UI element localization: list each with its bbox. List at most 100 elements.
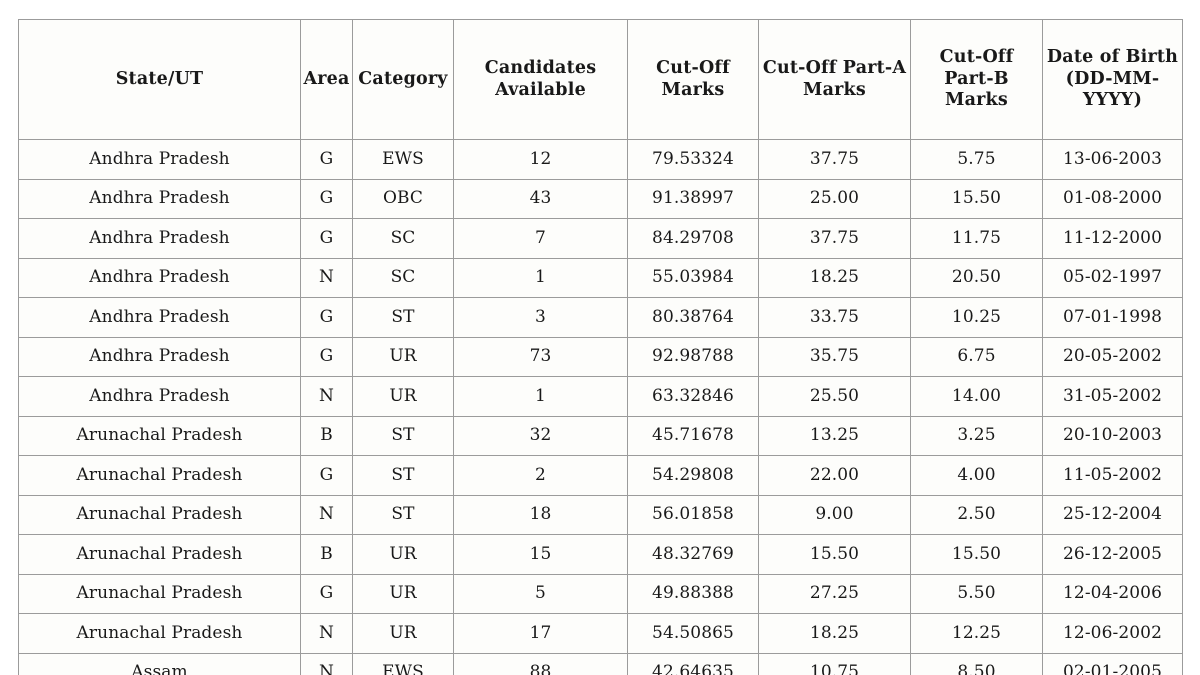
table-row[interactable]: Andhra Pradesh G OBC 43 91.38997 25.00 15.50 01… — [18, 178, 1183, 219]
cell-partb: 6.75 — [910, 336, 1043, 377]
cell-partb: 2.50 — [910, 494, 1043, 535]
cell-area: N — [300, 652, 353, 675]
column-header-cut-off-part-b-marks: Cut-Off Part-B Marks — [910, 19, 1043, 140]
cell-partb: 5.75 — [910, 139, 1043, 180]
cell-state: Andhra Pradesh — [18, 218, 301, 259]
cell-category: EWS — [352, 652, 454, 675]
table-row[interactable]: Arunachal Pradesh B ST 32 45.71678 13.25 3.25 2… — [18, 415, 1183, 456]
cell-area: B — [300, 534, 353, 575]
cell-parta: 10.75 — [758, 652, 911, 675]
cell-parta: 25.50 — [758, 376, 911, 417]
cell-category: UR — [352, 613, 454, 654]
cell-cand: 88 — [453, 652, 628, 675]
cell-dob: 13-06-2003 — [1042, 139, 1183, 180]
cell-area: B — [300, 415, 353, 456]
cell-cand: 5 — [453, 573, 628, 614]
cell-cutoff: 49.88388 — [627, 573, 759, 614]
cell-dob: 20-10-2003 — [1042, 415, 1183, 456]
cell-category: ST — [352, 415, 454, 456]
cell-state: Andhra Pradesh — [18, 257, 301, 298]
cell-parta: 18.25 — [758, 257, 911, 298]
cell-dob: 31-05-2002 — [1042, 376, 1183, 417]
table-row[interactable]: Andhra Pradesh N UR 1 63.32846 25.50 14.00 31-0… — [18, 376, 1183, 417]
table-row[interactable]: Andhra Pradesh G UR 73 92.98788 35.75 6.75 20-0… — [18, 336, 1183, 377]
table-row[interactable]: Andhra Pradesh G SC 7 84.29708 37.75 11.75 11-1… — [18, 218, 1183, 259]
cell-parta: 22.00 — [758, 455, 911, 496]
cell-dob: 01-08-2000 — [1042, 178, 1183, 219]
cell-dob: 20-05-2002 — [1042, 336, 1183, 377]
cell-category: UR — [352, 376, 454, 417]
cell-cutoff: 84.29708 — [627, 218, 759, 259]
cell-partb: 14.00 — [910, 376, 1043, 417]
cell-cutoff: 56.01858 — [627, 494, 759, 535]
cell-parta: 35.75 — [758, 336, 911, 377]
table-row[interactable]: Arunachal Pradesh B UR 15 48.32769 15.50 15.50… — [18, 534, 1183, 575]
cell-state: Andhra Pradesh — [18, 376, 301, 417]
cell-cand: 15 — [453, 534, 628, 575]
table-row[interactable]: Arunachal Pradesh G ST 2 54.29808 22.00 4.00 11… — [18, 455, 1183, 496]
cell-area: G — [300, 178, 353, 219]
cell-cand: 73 — [453, 336, 628, 377]
cell-parta: 9.00 — [758, 494, 911, 535]
cell-area: G — [300, 336, 353, 377]
cell-cand: 32 — [453, 415, 628, 456]
cell-dob: 05-02-1997 — [1042, 257, 1183, 298]
table-row[interactable]: Arunachal Pradesh N UR 17 54.50865 18.25 12.25… — [18, 613, 1183, 654]
cell-state: Arunachal Pradesh — [18, 494, 301, 535]
cell-cutoff: 54.50865 — [627, 613, 759, 654]
cell-cand: 18 — [453, 494, 628, 535]
cell-cand: 17 — [453, 613, 628, 654]
cell-dob: 11-05-2002 — [1042, 455, 1183, 496]
column-header-state: State/UT — [18, 19, 301, 140]
cell-parta: 25.00 — [758, 178, 911, 219]
cell-partb: 3.25 — [910, 415, 1043, 456]
cell-state: Arunachal Pradesh — [18, 455, 301, 496]
cell-dob: 07-01-1998 — [1042, 297, 1183, 338]
cell-category: UR — [352, 336, 454, 377]
column-header-candidates-available: Candidates Available — [453, 19, 628, 140]
cell-parta: 37.75 — [758, 139, 911, 180]
cell-cutoff: 63.32846 — [627, 376, 759, 417]
table-row[interactable]: Assam N EWS 88 42.64635 10.75 8.50 02-01-2005 — [18, 652, 1183, 675]
table-body: Andhra Pradesh G EWS 12 79.53324 37.75 5.75 13-… — [18, 139, 1183, 675]
cell-state: Arunachal Pradesh — [18, 573, 301, 614]
table-container: State/UT Area Category Candidates Availa… — [18, 19, 1183, 675]
cell-cutoff: 42.64635 — [627, 652, 759, 675]
cell-cutoff: 80.38764 — [627, 297, 759, 338]
column-header-category: Category — [352, 19, 454, 140]
table-row[interactable]: Arunachal Pradesh G UR 5 49.88388 27.25 5.50 12… — [18, 573, 1183, 614]
cell-cand: 3 — [453, 297, 628, 338]
table-row[interactable]: Arunachal Pradesh N ST 18 56.01858 9.00 2.50 25… — [18, 494, 1183, 535]
cell-area: G — [300, 455, 353, 496]
table-row[interactable]: Andhra Pradesh N SC 1 55.03984 18.25 20.50 05-0… — [18, 257, 1183, 298]
table-row[interactable]: Andhra Pradesh G EWS 12 79.53324 37.75 5.75 13-… — [18, 139, 1183, 180]
cell-dob: 12-06-2002 — [1042, 613, 1183, 654]
cell-partb: 10.25 — [910, 297, 1043, 338]
cell-dob: 25-12-2004 — [1042, 494, 1183, 535]
cell-area: N — [300, 613, 353, 654]
cell-category: UR — [352, 573, 454, 614]
cell-state: Assam — [18, 652, 301, 675]
cell-cutoff: 45.71678 — [627, 415, 759, 456]
cell-state: Andhra Pradesh — [18, 336, 301, 377]
cell-category: ST — [352, 455, 454, 496]
table-header: State/UT Area Category Candidates Availa… — [18, 19, 1183, 140]
column-header-area: Area — [300, 19, 353, 140]
cell-partb: 12.25 — [910, 613, 1043, 654]
cell-parta: 33.75 — [758, 297, 911, 338]
cell-category: ST — [352, 297, 454, 338]
cell-state: Andhra Pradesh — [18, 297, 301, 338]
cell-state: Andhra Pradesh — [18, 139, 301, 180]
cell-category: UR — [352, 534, 454, 575]
table-row[interactable]: Andhra Pradesh G ST 3 80.38764 33.75 10.25 07-0… — [18, 297, 1183, 338]
cell-cand: 43 — [453, 178, 628, 219]
cell-area: G — [300, 573, 353, 614]
cell-category: SC — [352, 218, 454, 259]
cell-dob: 12-04-2006 — [1042, 573, 1183, 614]
cell-area: G — [300, 139, 353, 180]
cell-state: Arunachal Pradesh — [18, 415, 301, 456]
cell-cutoff: 54.29808 — [627, 455, 759, 496]
cell-partb: 15.50 — [910, 534, 1043, 575]
cell-dob: 26-12-2005 — [1042, 534, 1183, 575]
cell-cutoff: 48.32769 — [627, 534, 759, 575]
